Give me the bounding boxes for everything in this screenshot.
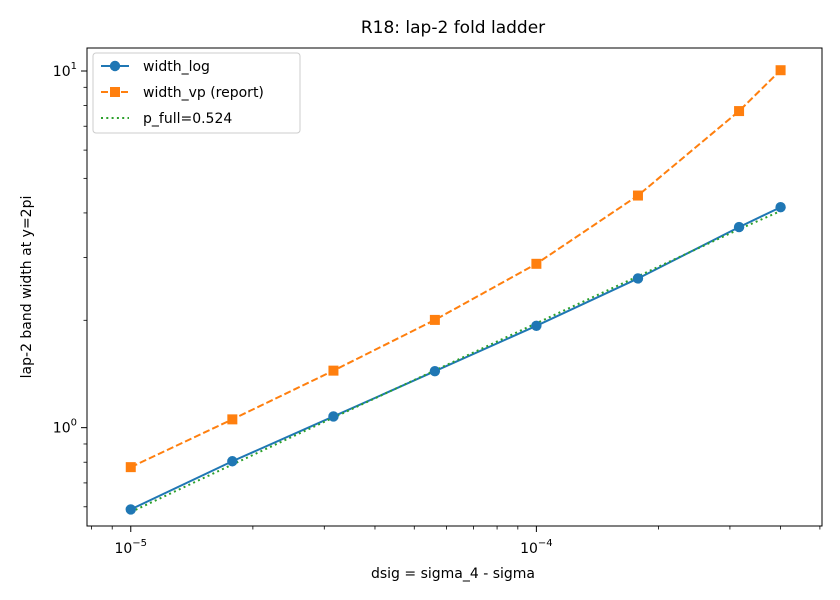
chart-title: R18: lap-2 fold ladder (361, 18, 545, 38)
legend-label: width_log (143, 59, 210, 75)
y-tick-label: 101 (53, 61, 77, 80)
data-point (429, 314, 440, 325)
y-axis: 100 101 (53, 61, 87, 508)
data-point (734, 106, 745, 117)
series-line-p-full-0-524 (130, 210, 781, 513)
data-point (125, 462, 136, 473)
x-tick-label: 10−5 (114, 538, 147, 557)
legend: width_log width_vp (report) p_full=0.524 (92, 52, 301, 134)
legend-marker (109, 60, 121, 72)
data-point (328, 365, 339, 376)
legend-label: width_vp (report) (143, 85, 264, 101)
y-axis-label: lap-2 band width at y=2pi (19, 196, 35, 379)
data-point (429, 365, 441, 377)
data-point (632, 273, 644, 284)
data-point (328, 411, 339, 422)
data-point (775, 202, 786, 213)
plot-frame (86, 47, 823, 527)
series-line-width-vp-report- (130, 69, 782, 469)
data-point (632, 190, 643, 201)
series-line-width-log (130, 206, 782, 511)
data-point (125, 504, 136, 515)
legend-box (92, 52, 301, 134)
x-axis: 10−5 10−4 (91, 526, 821, 557)
data-point (531, 258, 542, 269)
data-point (775, 65, 786, 76)
data-point (227, 456, 238, 467)
legend-label: p_full=0.524 (143, 111, 232, 127)
x-tick-label: 10−4 (520, 538, 553, 557)
series-layer (125, 65, 786, 515)
data-point (227, 414, 238, 425)
data-point (531, 320, 542, 332)
legend-marker (110, 87, 120, 97)
x-axis-label: dsig = sigma_4 - sigma (371, 566, 535, 582)
y-tick-label: 100 (53, 418, 77, 437)
data-point (733, 221, 745, 233)
